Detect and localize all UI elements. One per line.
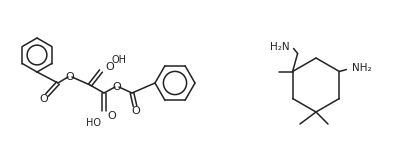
Text: O: O	[107, 111, 116, 121]
Text: O: O	[66, 72, 74, 82]
Text: O: O	[113, 82, 121, 92]
Text: H₂N: H₂N	[270, 42, 290, 52]
Text: OH: OH	[112, 55, 127, 65]
Text: NH₂: NH₂	[352, 62, 372, 72]
Text: HO: HO	[86, 118, 101, 128]
Text: O: O	[105, 62, 114, 72]
Text: O: O	[39, 94, 48, 104]
Text: O: O	[132, 106, 140, 116]
